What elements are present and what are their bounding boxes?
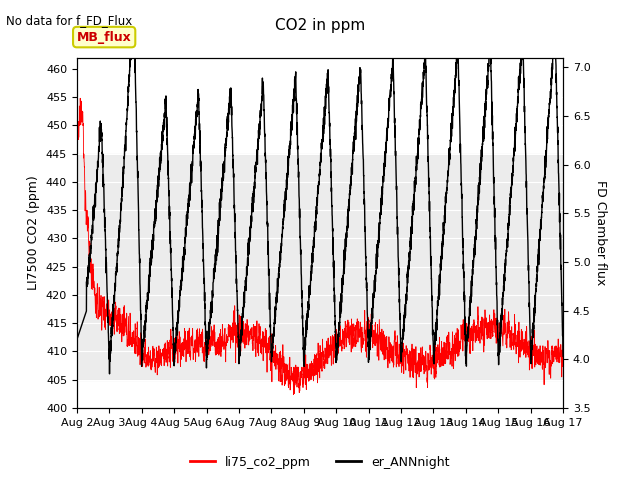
Title: CO2 in ppm: CO2 in ppm	[275, 18, 365, 33]
Y-axis label: LI7500 CO2 (ppm): LI7500 CO2 (ppm)	[28, 175, 40, 290]
Y-axis label: FD Chamber flux: FD Chamber flux	[595, 180, 607, 286]
Text: No data for f_FD_Flux: No data for f_FD_Flux	[6, 14, 132, 27]
Text: MB_flux: MB_flux	[77, 31, 132, 44]
Bar	[77, 154, 563, 380]
Legend: li75_co2_ppm, er_ANNnight: li75_co2_ppm, er_ANNnight	[186, 451, 454, 474]
